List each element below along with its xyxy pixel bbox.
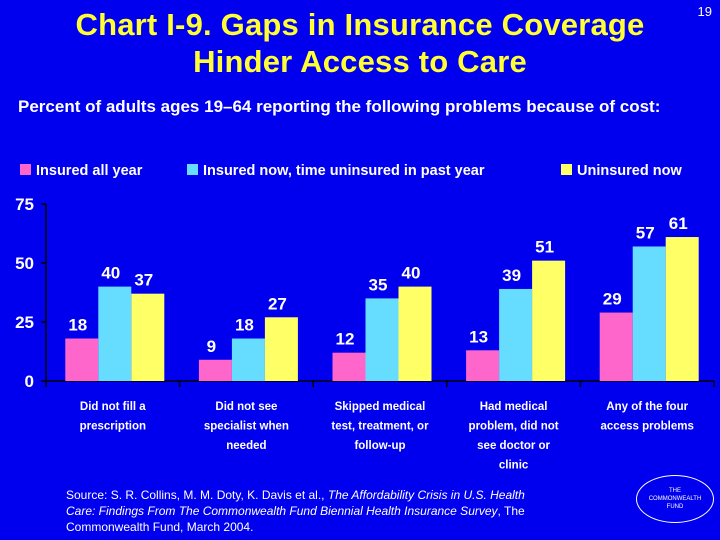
bar-4-series-2 (499, 288, 533, 381)
data-label-4-series-2: 39 (502, 266, 521, 285)
category-label-4-line-4: clinic (499, 460, 529, 472)
bar-2-series-1 (198, 359, 232, 381)
legend-label-3: Uninsured now (577, 163, 682, 179)
source-note: Source: S. R. Collins, M. M. Doty, K. Da… (66, 487, 536, 535)
category-label-2-line-2: specialist when (204, 421, 289, 433)
y-tick-label-3: 75 (15, 195, 34, 214)
bar-5-series-1 (599, 312, 633, 381)
category-label-1-line-1: Did not fill a (80, 401, 146, 413)
bar-3-series-1 (332, 352, 366, 381)
legend-swatch-3 (561, 164, 572, 175)
data-label-3-series-2: 35 (369, 275, 388, 294)
y-tick-label-1: 25 (15, 313, 34, 332)
data-label-3-series-3: 40 (402, 264, 421, 283)
legend-swatch-1 (20, 164, 31, 175)
category-label-3-line-1: Skipped medical (335, 401, 426, 413)
data-label-5-series-1: 29 (603, 290, 622, 309)
slide-number: 19 (697, 4, 712, 19)
category-label-4-line-2: problem, did not (469, 421, 559, 433)
logo-line-3: FUND (666, 504, 684, 510)
logo-line-2: COMMONWEALTH (648, 496, 702, 502)
source-suffix: , The Commonwealth Fund, March 2004. (66, 504, 525, 534)
bar-5-series-2 (632, 246, 666, 381)
bar-4-series-3 (532, 260, 566, 381)
legend-swatch-2 (187, 164, 198, 175)
y-tick-label-2: 50 (15, 254, 34, 273)
logo-line-1: THE (669, 488, 681, 494)
bar-1-series-3 (131, 293, 165, 381)
source-italic: The Affordability Crisis in U.S. Health … (66, 488, 525, 518)
data-label-5-series-3: 61 (669, 214, 688, 233)
data-label-2-series-2: 18 (235, 316, 254, 335)
data-label-1-series-1: 18 (68, 316, 87, 335)
commonwealth-fund-logo: THE COMMONWEALTH FUND (636, 475, 714, 523)
category-label-2-line-1: Did not see (215, 401, 277, 413)
category-label-5-line-1: Any of the four (606, 401, 688, 413)
legend-label-2: Insured now, time uninsured in past year (203, 163, 485, 179)
data-label-2-series-3: 27 (268, 294, 287, 313)
bar-1-series-1 (65, 338, 99, 381)
title-line-1: Chart I-9. Gaps in Insurance Coverage (75, 7, 645, 42)
data-label-4-series-1: 13 (469, 327, 488, 346)
category-label-3-line-3: follow-up (354, 440, 405, 452)
category-label-2-line-3: needed (226, 440, 266, 452)
title-line-2: Hinder Access to Care (193, 44, 527, 79)
chart-subtitle: Percent of adults ages 19–64 reporting t… (18, 97, 661, 116)
legend-label-1: Insured all year (36, 163, 143, 179)
data-label-2-series-1: 9 (207, 337, 216, 356)
data-label-5-series-2: 57 (636, 223, 655, 242)
bar-1-series-2 (98, 286, 132, 381)
data-label-1-series-2: 40 (101, 264, 120, 283)
category-label-4-line-3: see doctor or (477, 440, 550, 452)
data-label-1-series-3: 37 (134, 271, 153, 290)
data-label-3-series-1: 12 (336, 330, 355, 349)
bar-3-series-2 (365, 298, 399, 381)
bar-2-series-3 (264, 317, 298, 381)
category-label-1-line-2: prescription (80, 421, 146, 433)
source-prefix: Source: S. R. Collins, M. M. Doty, K. Da… (66, 488, 328, 502)
category-label-4-line-1: Had medical (480, 401, 548, 413)
data-label-4-series-3: 51 (535, 238, 554, 257)
chart-title: Chart I-9. Gaps in Insurance Coverage Hi… (40, 6, 680, 80)
bar-2-series-2 (231, 338, 265, 381)
bar-5-series-3 (665, 237, 699, 381)
category-label-5-line-2: access problems (601, 421, 694, 433)
bar-4-series-1 (466, 350, 500, 381)
y-tick-label-0: 0 (25, 372, 34, 391)
category-label-3-line-2: test, treatment, or (331, 421, 429, 433)
bar-3-series-3 (398, 286, 432, 381)
